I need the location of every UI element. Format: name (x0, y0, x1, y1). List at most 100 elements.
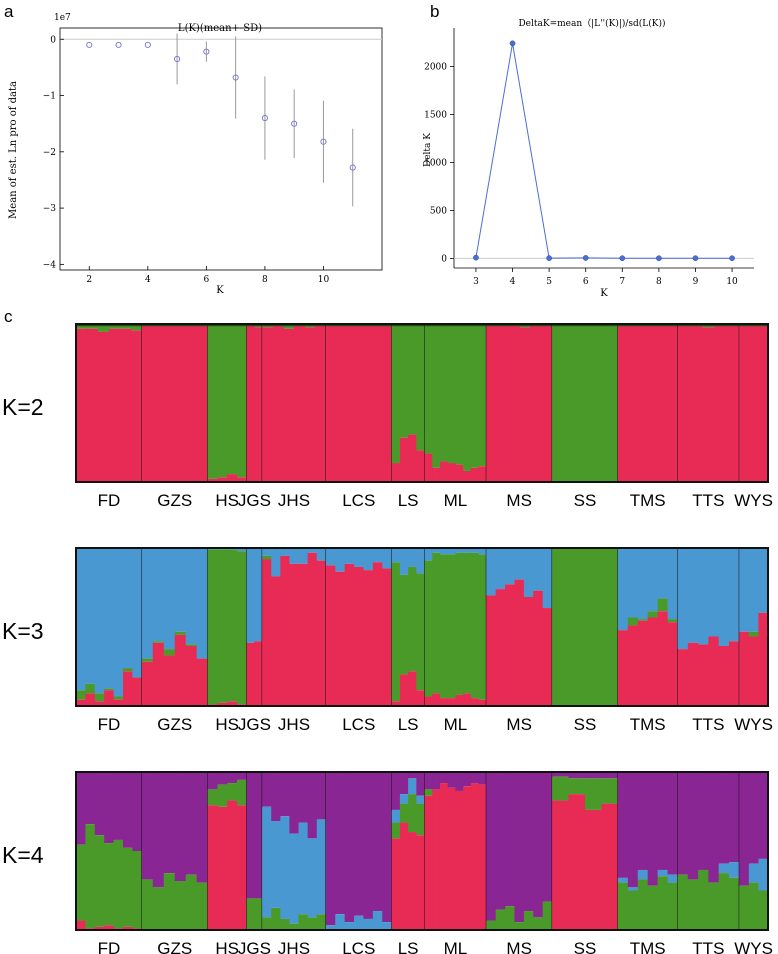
admixture-segment-purple (246, 772, 255, 899)
admixture-segment-red (432, 467, 441, 482)
admixture-segment-red (325, 565, 336, 706)
admixture-segment-green (708, 882, 720, 930)
admixture-segment-green (667, 882, 679, 930)
admixture-segment-green (298, 914, 309, 930)
row-k-label: K=3 (2, 618, 44, 644)
admixture-segment-red (739, 631, 750, 706)
admixture-segment-purple (236, 772, 248, 780)
admixture-segment-blue (758, 548, 769, 613)
admixture-segment-red (391, 701, 401, 706)
admixture-segment-red (185, 325, 198, 482)
admixture-segment-green (748, 882, 760, 930)
panel-a-point (349, 164, 356, 171)
admixture-segment-trace (432, 324, 441, 327)
admixture-segment-blue (298, 548, 309, 564)
admixture-segment-red (497, 325, 509, 482)
admixture-segment-green (463, 552, 472, 694)
admixture-segment-green (132, 851, 143, 929)
admixture-segment-purple (298, 772, 309, 823)
admixture-segment-purple (113, 772, 124, 840)
admixture-segment-red (316, 560, 327, 706)
admixture-segment-red (254, 641, 263, 706)
admixture-segment-trace (530, 324, 542, 327)
admixture-segment-green (601, 778, 619, 804)
admixture-segment-green (718, 873, 730, 930)
admixture-segment-red (358, 325, 371, 482)
panel-b-deltak-plot: b DeltaK=mean（|L''(K)|)/sd(L(K)) K Delta… (423, 2, 754, 299)
population-label: HS (215, 715, 239, 734)
admixture-segment-blue (152, 548, 165, 642)
admixture-segment-red (207, 805, 218, 930)
admixture-segment-trace (748, 324, 759, 327)
admixture-segment-trace (416, 324, 425, 327)
admixture-segment-green (227, 324, 238, 475)
admixture-segment-red (617, 630, 629, 706)
admixture-segment-trace (702, 324, 715, 327)
admixture-segment-blue (455, 548, 464, 553)
population-label: LCS (342, 939, 375, 954)
panel-b-point (546, 255, 552, 261)
admixture-segment-green (758, 890, 769, 930)
structure-frame (75, 771, 769, 931)
admixture-segment-purple (728, 772, 740, 863)
admixture-segment-green (439, 324, 449, 462)
admixture-segment-purple (132, 772, 143, 851)
admixture-segment-red (748, 636, 760, 706)
admixture-segment-blue (728, 862, 740, 878)
admixture-segment-blue (463, 548, 472, 553)
admixture-segment-green (185, 874, 198, 930)
admixture-segment-purple (76, 772, 87, 845)
admixture-segment-purple (708, 772, 720, 883)
panel-a-xtick-label: 10 (318, 275, 330, 285)
admixture-segment-blue (687, 548, 699, 643)
admixture-segment-green (455, 552, 464, 695)
admixture-segment-trace (380, 324, 392, 327)
panel-b-ytick-label: 500 (430, 206, 447, 216)
population-label: FD (98, 491, 121, 510)
panel-b-point (582, 255, 589, 261)
panel-a-ylabel: Mean of est. Ln pro of data (8, 81, 19, 219)
population-label: TTS (692, 939, 724, 954)
admixture-segment-green (552, 776, 570, 801)
panel-b-point (692, 255, 699, 262)
panel-a-title: L(K)(mean+-SD) (178, 23, 262, 34)
panel-a-point (174, 55, 181, 63)
admixture-segment-purple (584, 772, 603, 779)
admixture-segment-blue (354, 915, 365, 930)
admixture-segment-blue (627, 548, 639, 618)
admixture-segment-blue (85, 548, 96, 684)
admixture-segment-red (380, 325, 393, 482)
admixture-segment-red (246, 642, 255, 706)
admixture-segment-green (601, 548, 619, 706)
admixture-segment-blue (123, 548, 134, 669)
admixture-segment-trace (689, 324, 703, 327)
admixture-segment-trace (552, 324, 569, 327)
admixture-segment-blue (657, 548, 669, 599)
admixture-segment-green (104, 688, 115, 691)
admixture-segment-purple (647, 772, 659, 886)
admixture-segment-blue (354, 548, 365, 567)
admixture-segment-blue (728, 548, 740, 642)
admixture-segment-purple (495, 772, 506, 910)
panel-b-letter: b (430, 2, 439, 21)
admixture-segment-trace (119, 324, 132, 327)
admixture-segment-red (455, 694, 464, 706)
admixture-segment-green (455, 324, 464, 465)
admixture-segment-red (298, 563, 309, 706)
admixture-segment-purple (196, 772, 209, 883)
admixture-segment-blue (307, 548, 318, 553)
admixture-segment-green (163, 873, 176, 930)
panel-b-ytick-label: 2000 (424, 62, 447, 72)
admixture-segment-trace (272, 324, 284, 327)
population-label: WYS (734, 939, 773, 954)
admixture-segment-purple (542, 772, 553, 902)
admixture-segment-red (217, 477, 228, 482)
admixture-segment-trace (76, 324, 88, 327)
admixture-segment-purple (271, 772, 281, 821)
admixture-segment-green (627, 890, 639, 930)
population-label: TTS (692, 715, 724, 734)
admixture-segment-blue (677, 548, 689, 650)
admixture-segment-green (217, 324, 228, 478)
admixture-segment-blue (399, 548, 409, 575)
admixture-segment-red (354, 566, 365, 706)
